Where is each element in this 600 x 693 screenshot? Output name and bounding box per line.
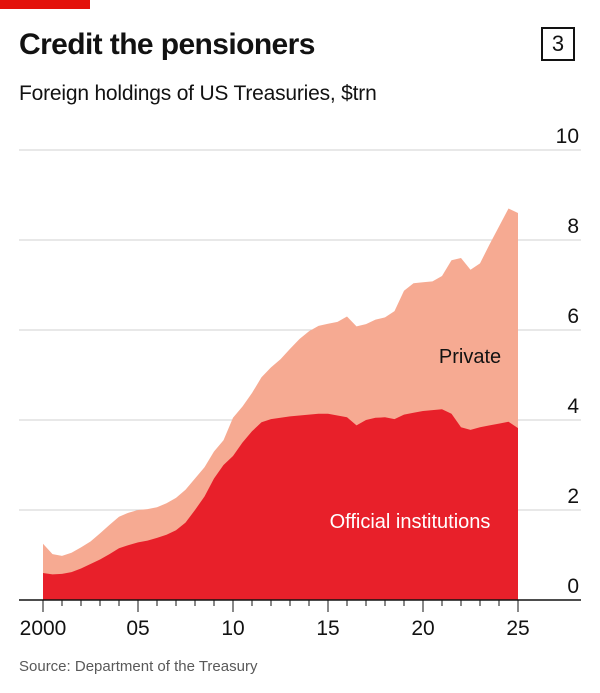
chart-labels: Private Official institutions (330, 346, 502, 533)
x-tick-label-2000: 2000 (20, 617, 67, 640)
chart-title: Credit the pensioners (19, 28, 315, 61)
y-tick-label-0: 0 (567, 575, 579, 598)
y-tick-label-10: 10 (556, 125, 579, 148)
area-official-institutions (43, 409, 518, 600)
y-tick-label-6: 6 (567, 305, 579, 328)
chart-areas (43, 208, 518, 600)
x-tick-label-2020: 20 (411, 617, 434, 640)
x-tick-label-2010: 10 (221, 617, 244, 640)
y-tick-label-4: 4 (567, 395, 579, 418)
brand-red-tab (0, 0, 90, 9)
source-note: Source: Department of the Treasury (19, 658, 258, 675)
label-private: Private (439, 346, 501, 368)
y-tick-label-8: 8 (567, 215, 579, 238)
chart-subtitle: Foreign holdings of US Treasuries, $trn (19, 82, 377, 105)
x-tick-label-2025: 25 (506, 617, 529, 640)
label-official-institutions: Official institutions (330, 511, 491, 533)
y-tick-label-2: 2 (567, 485, 579, 508)
chart-number-badge: 3 (541, 27, 575, 61)
x-tick-label-2015: 15 (316, 617, 339, 640)
x-tick-label-2005: 05 (126, 617, 149, 640)
x-axis: 2000 05 10 15 20 25 (19, 599, 581, 640)
